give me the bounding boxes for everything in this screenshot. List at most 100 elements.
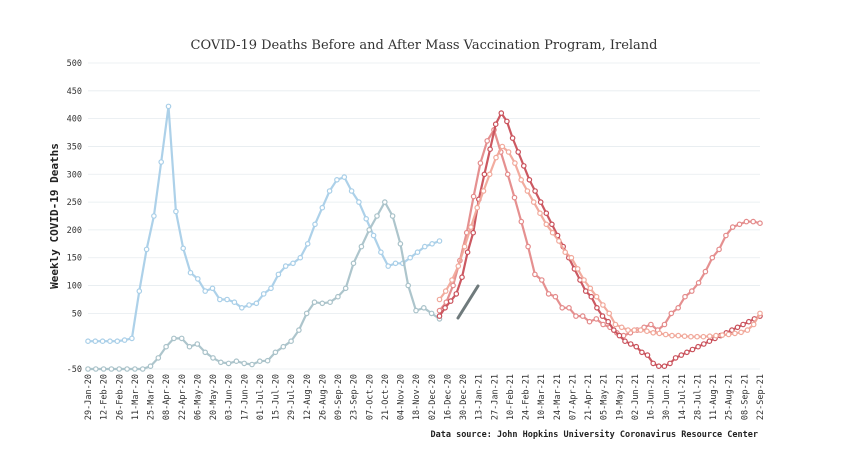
data-point (378, 249, 384, 256)
x-tick-label: 15-Jul-20 (272, 374, 282, 420)
data-point (225, 360, 232, 367)
x-tick-label: 07-Apr-21 (568, 374, 578, 420)
data-point (178, 335, 185, 342)
data-point (194, 341, 201, 347)
data-point (706, 338, 713, 345)
y-tick-label: 150 (67, 254, 82, 264)
data-point (661, 363, 668, 370)
x-tick-label: 29-Jul-20 (287, 374, 297, 420)
data-point (180, 245, 187, 252)
data-point (515, 149, 522, 155)
data-point (543, 221, 550, 228)
data-point (562, 249, 569, 256)
data-point (672, 355, 679, 361)
data-point (436, 238, 443, 244)
data-point (709, 254, 716, 261)
data-point (650, 329, 657, 336)
data-point (129, 335, 135, 342)
data-point (420, 304, 427, 311)
data-point (151, 213, 157, 219)
y-tick-label: 350 (67, 142, 82, 152)
data-point (637, 327, 644, 333)
data-point (319, 204, 326, 211)
data-point (518, 177, 525, 183)
data-point (304, 241, 311, 247)
data-point (538, 277, 545, 283)
x-tick-label: 26-Aug-20 (318, 374, 328, 420)
data-point (684, 349, 690, 356)
data-point (661, 321, 668, 328)
data-point (209, 285, 216, 292)
data-point (605, 318, 612, 325)
x-tick-label: 12-Aug-20 (303, 374, 313, 420)
data-point (414, 249, 421, 256)
data-point (171, 335, 177, 342)
data-point (92, 338, 99, 345)
data-point (114, 338, 121, 345)
data-point (593, 293, 600, 300)
data-point (124, 366, 130, 372)
data-point (675, 332, 682, 339)
data-point (757, 220, 763, 227)
data-point (633, 343, 640, 350)
data-point (459, 274, 465, 281)
data-point (136, 288, 143, 294)
data-point (163, 343, 169, 350)
data-point (729, 224, 736, 230)
data-point (700, 341, 707, 347)
data-point (470, 229, 477, 236)
data-point (556, 238, 562, 244)
data-point (158, 159, 165, 165)
y-tick-label: 100 (67, 282, 82, 292)
data-point (675, 304, 682, 311)
data-point (224, 296, 230, 303)
data-point (713, 332, 719, 339)
data-point (537, 210, 543, 217)
data-point (335, 293, 341, 300)
grid-layer (88, 62, 760, 370)
data-point (695, 343, 701, 350)
data-point (618, 324, 625, 331)
data-point (241, 360, 248, 367)
data-point (453, 291, 460, 297)
data-point (450, 282, 456, 289)
data-point (736, 221, 743, 228)
source-note: Data source: John Hopkins University Cor… (430, 429, 758, 440)
data-point (532, 188, 538, 194)
data-point (268, 285, 274, 292)
data-point (341, 174, 348, 180)
data-point (688, 288, 695, 294)
data-point (477, 160, 484, 166)
data-point (587, 285, 594, 292)
x-tick-label: 18-Nov-20 (412, 374, 422, 420)
data-point (743, 218, 750, 225)
x-tick-label: 08-Apr-20 (162, 374, 172, 420)
data-point (93, 366, 99, 372)
data-point (581, 277, 587, 283)
data-point (492, 121, 499, 128)
data-point (481, 171, 488, 178)
data-point (669, 332, 675, 339)
data-point (599, 313, 606, 319)
data-point (275, 271, 282, 278)
data-point (650, 360, 657, 367)
data-point (600, 321, 606, 328)
data-point (260, 291, 267, 297)
data-point (600, 302, 606, 308)
data-point (504, 118, 510, 125)
data-point (706, 333, 713, 340)
y-tick-label: 250 (67, 198, 82, 208)
series-line (438, 112, 761, 368)
x-axis-ticks: 29-Jan-20 12-Feb-20 26-Feb-20 11-Mar-20 25-M… (84, 374, 766, 420)
data-point (610, 327, 617, 333)
data-point (280, 343, 287, 350)
data-point (725, 331, 732, 338)
x-tick-label: 12-Feb-20 (100, 374, 110, 420)
data-point (147, 363, 154, 370)
x-tick-label: 24-Feb-21 (522, 374, 532, 420)
data-point (667, 360, 673, 367)
data-point (545, 291, 552, 297)
data-point (744, 327, 751, 333)
data-point (253, 300, 260, 307)
x-tick-label: 16-Dec-20 (443, 374, 453, 420)
